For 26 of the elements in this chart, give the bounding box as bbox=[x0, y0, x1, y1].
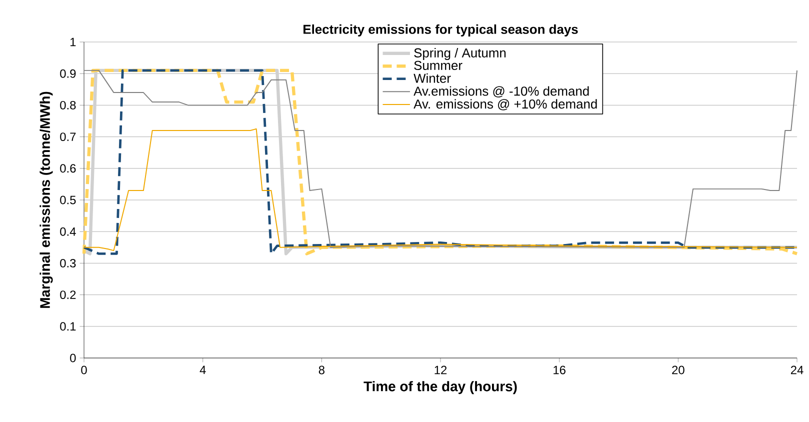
x-tick-label: 20 bbox=[672, 366, 684, 374]
x-tick-label: 12 bbox=[434, 366, 447, 374]
y-tick-label: 0.3 bbox=[60, 258, 76, 268]
x-tick-label: 16 bbox=[554, 366, 566, 374]
y-axis-title: Marginal emissions (tonne/MWh) bbox=[40, 92, 53, 308]
y-tick-label: 0 bbox=[70, 354, 76, 362]
legend-label: Summer bbox=[414, 60, 462, 70]
y-tick-label: 1 bbox=[70, 38, 76, 46]
y-tick-label: 0.2 bbox=[60, 290, 76, 300]
x-tick-label: 0 bbox=[81, 366, 87, 374]
x-tick-label: 24 bbox=[790, 366, 804, 374]
legend-label: Spring / Autumn bbox=[414, 48, 506, 60]
x-axis-title: Time of the day (hours) bbox=[364, 381, 517, 394]
y-tick-label: 0.6 bbox=[60, 164, 76, 173]
legend-label: Av.emissions @ -10% demand bbox=[414, 86, 589, 98]
chart-title: Electricity emissions for typical season days bbox=[304, 24, 578, 36]
y-tick-label: 0.4 bbox=[60, 227, 76, 236]
x-tick-label: 8 bbox=[318, 366, 324, 374]
y-tick-label: 0.5 bbox=[60, 196, 76, 204]
y-tick-label: 0.8 bbox=[60, 100, 76, 110]
x-tick-label: 4 bbox=[200, 366, 206, 374]
y-tick-label: 0.7 bbox=[60, 132, 76, 142]
legend-label: Winter bbox=[414, 73, 451, 83]
legend-label: Av. emissions @ +10% demand bbox=[414, 99, 597, 110]
y-tick-label: 0.9 bbox=[60, 69, 76, 78]
y-tick-label: 0.1 bbox=[60, 322, 76, 331]
